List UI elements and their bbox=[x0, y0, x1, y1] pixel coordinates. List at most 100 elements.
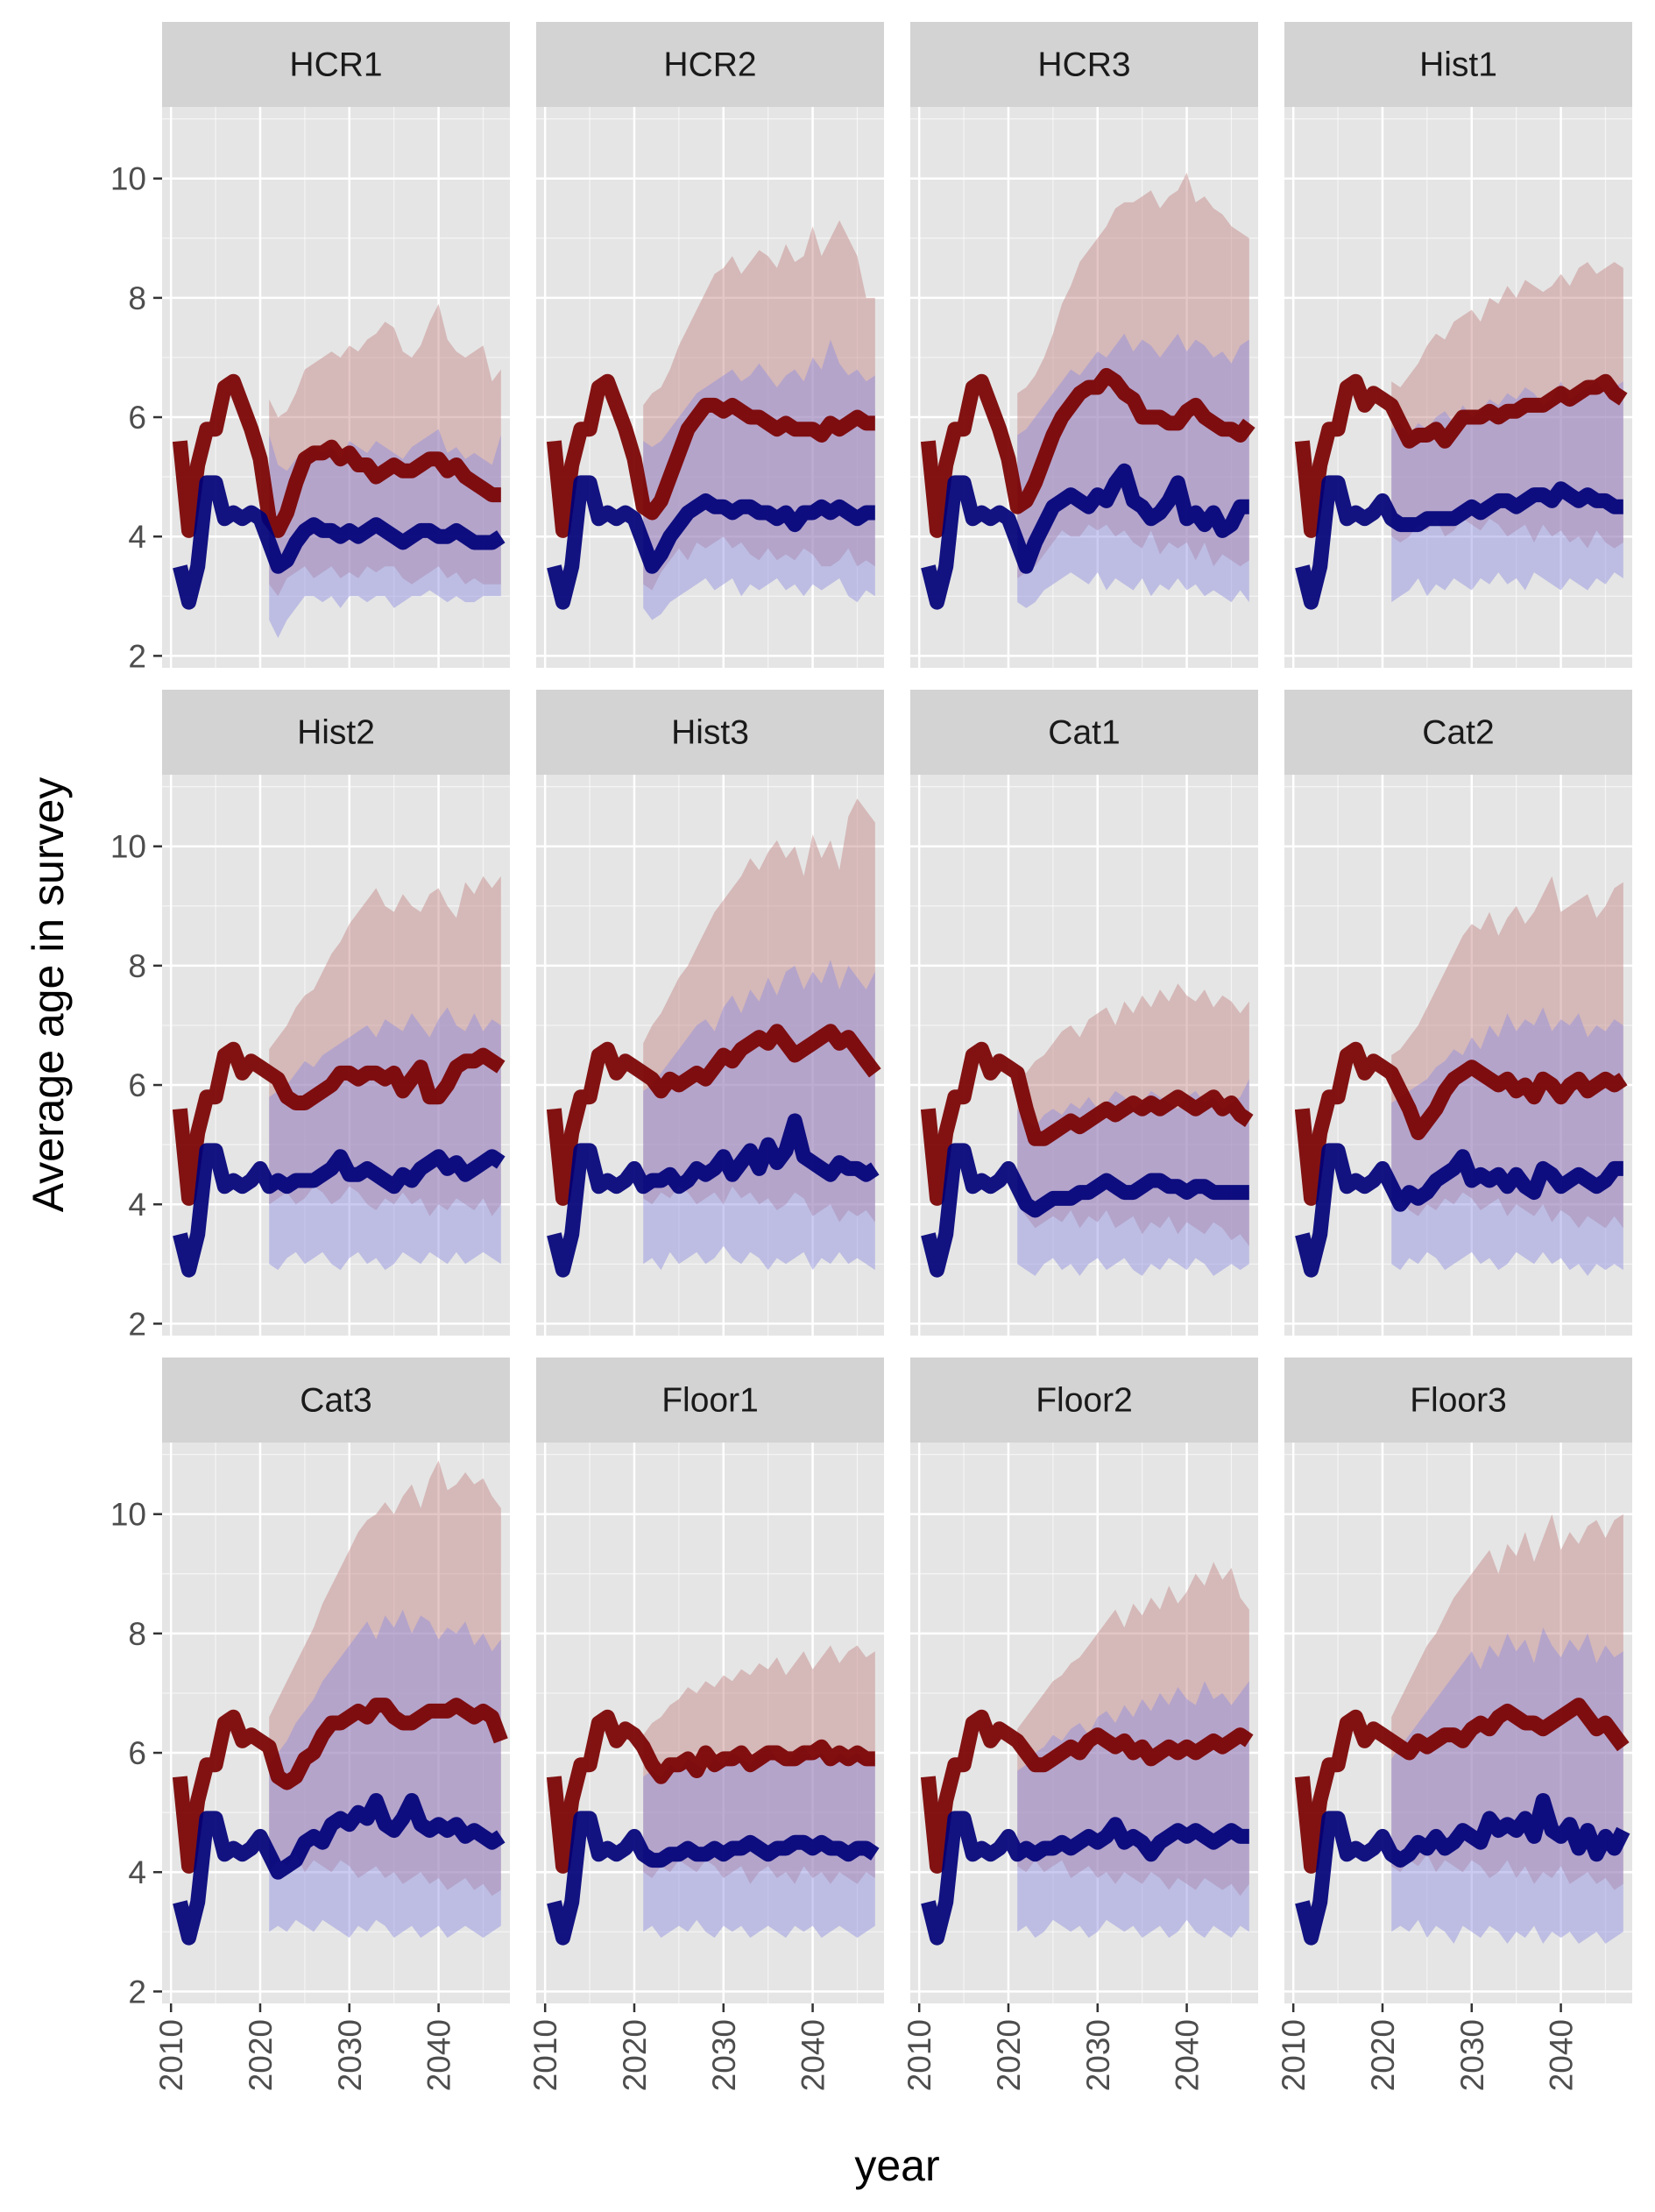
x-tick-label: 2030 bbox=[332, 2019, 368, 2091]
line-series-a bbox=[546, 1709, 875, 1874]
facet-strip bbox=[536, 690, 884, 775]
ribbon-series-a bbox=[643, 798, 875, 1223]
facet-strip bbox=[162, 22, 510, 107]
x-tick-label: 2010 bbox=[153, 2019, 189, 2091]
panel-hcr2: HCR2 bbox=[536, 22, 884, 668]
facet-strip-label: Floor2 bbox=[1036, 1382, 1133, 1420]
panels-layer: HCR1 2 4 6 8 10 HCR2 HCR3 Hist1 Hist2 2 4 6 8 10 Hist3 C… bbox=[110, 22, 1632, 2091]
y-tick-label: 6 bbox=[128, 1735, 146, 1771]
facet-strip-label: Hist2 bbox=[297, 714, 375, 752]
facet-strip bbox=[1284, 22, 1632, 107]
line-series-a bbox=[172, 1041, 506, 1206]
line-series-a bbox=[920, 1709, 1254, 1874]
panel-cat1: Cat1 bbox=[910, 690, 1258, 1336]
x-tick-label: 2020 bbox=[991, 2019, 1027, 2091]
panel-floor1: Floor1 2010 2020 2030 2040 bbox=[527, 1358, 884, 2091]
facet-strip-label: Cat3 bbox=[300, 1382, 371, 1420]
y-tick-label: 10 bbox=[110, 829, 146, 865]
ribbon-series-b bbox=[269, 1007, 501, 1271]
facet-strip bbox=[910, 690, 1258, 775]
panel-floor2: Floor2 2010 2020 2030 2040 bbox=[902, 1358, 1258, 2091]
line-series-b bbox=[547, 1811, 880, 1946]
x-tick-label: 2010 bbox=[902, 2019, 937, 2091]
line-series-a bbox=[546, 373, 875, 538]
panel-cat3: Cat3 2 4 6 8 10 2010 2020 2030 2040 bbox=[110, 1358, 510, 2091]
facet-strip bbox=[536, 1358, 884, 1443]
ribbon-series-a bbox=[1391, 1514, 1623, 1890]
facet-strip bbox=[910, 1358, 1258, 1443]
panel-floor3: Floor3 2010 2020 2030 2040 bbox=[1276, 1358, 1632, 2091]
line-series-a bbox=[172, 1698, 508, 1874]
x-tick-label: 2040 bbox=[421, 2019, 457, 2091]
ribbon-series-a bbox=[269, 876, 501, 1216]
x-tick-label: 2020 bbox=[617, 2019, 653, 2091]
facet-strip-label: Cat1 bbox=[1048, 714, 1120, 752]
line-series-a bbox=[920, 1041, 1254, 1206]
x-tick-label: 2040 bbox=[1544, 2019, 1580, 2091]
y-tick-label: 2 bbox=[128, 1306, 146, 1342]
y-tick-label: 10 bbox=[110, 161, 146, 197]
x-tick-label: 2010 bbox=[527, 2019, 563, 2091]
ribbon-series-a bbox=[1017, 1562, 1249, 1897]
panel-hist2: Hist2 2 4 6 8 10 bbox=[110, 690, 510, 1342]
line-series-a bbox=[172, 373, 501, 538]
facet-strip-label: Floor1 bbox=[661, 1382, 759, 1420]
x-tick-label: 2040 bbox=[1170, 2019, 1206, 2091]
line-series-b bbox=[173, 475, 506, 610]
line-series-b bbox=[1295, 1143, 1623, 1278]
facet-strip bbox=[162, 690, 510, 775]
line-series-b bbox=[1295, 475, 1623, 610]
facet-strip bbox=[162, 1358, 510, 1443]
line-series-b bbox=[173, 1793, 506, 1946]
line-series-b bbox=[1295, 1793, 1630, 1946]
panel-hcr1: HCR1 2 4 6 8 10 bbox=[110, 22, 510, 674]
line-series-b bbox=[921, 463, 1249, 610]
line-series-a bbox=[920, 367, 1255, 538]
y-tick-label: 8 bbox=[128, 1616, 146, 1652]
ribbon-series-a bbox=[269, 1460, 501, 1897]
facet-strip bbox=[536, 22, 884, 107]
line-series-a bbox=[1294, 1698, 1630, 1874]
y-tick-label: 4 bbox=[128, 519, 146, 555]
x-tick-label: 2030 bbox=[1454, 2019, 1490, 2091]
y-tick-label: 2 bbox=[128, 1974, 146, 2010]
facet-strip bbox=[1284, 1358, 1632, 1443]
y-tick-label: 6 bbox=[128, 400, 146, 436]
line-series-a bbox=[546, 1024, 881, 1206]
y-tick-label: 8 bbox=[128, 948, 146, 984]
y-tick-label: 4 bbox=[128, 1854, 146, 1890]
x-tick-label: 2030 bbox=[706, 2019, 742, 2091]
x-tick-label: 2030 bbox=[1080, 2019, 1116, 2091]
panel-hist1: Hist1 bbox=[1284, 22, 1632, 668]
x-tick-label: 2010 bbox=[1276, 2019, 1312, 2091]
facet-strip-label: Floor3 bbox=[1410, 1382, 1507, 1420]
ribbon-series-a bbox=[1391, 876, 1623, 1229]
ribbon-series-a bbox=[1017, 172, 1249, 578]
y-tick-label: 4 bbox=[128, 1187, 146, 1223]
line-series-b bbox=[547, 1113, 880, 1278]
x-tick-label: 2040 bbox=[796, 2019, 831, 2091]
facet-strip-label: HCR1 bbox=[289, 46, 382, 84]
y-tick-label: 8 bbox=[128, 280, 146, 316]
panel-hist3: Hist3 bbox=[536, 690, 884, 1336]
facet-strip-label: Hist3 bbox=[671, 714, 749, 752]
ribbon-series-b bbox=[269, 1609, 501, 1939]
facet-strip-label: Hist1 bbox=[1419, 46, 1497, 84]
line-series-b bbox=[547, 475, 875, 610]
panel-hcr3: HCR3 bbox=[910, 22, 1258, 668]
facet-strip bbox=[910, 22, 1258, 107]
y-axis-title: Average age in survey bbox=[24, 777, 73, 1213]
facet-strip-label: HCR2 bbox=[663, 46, 756, 84]
x-tick-label: 2020 bbox=[1365, 2019, 1401, 2091]
facet-strip bbox=[1284, 690, 1632, 775]
y-tick-label: 2 bbox=[128, 638, 146, 674]
y-tick-label: 6 bbox=[128, 1067, 146, 1103]
y-tick-label: 10 bbox=[110, 1497, 146, 1533]
facet-strip-label: Cat2 bbox=[1422, 714, 1494, 752]
facet-strip-label: HCR3 bbox=[1037, 46, 1130, 84]
line-series-b bbox=[921, 1143, 1249, 1278]
x-axis-title: year bbox=[854, 2141, 939, 2190]
line-series-b bbox=[921, 1811, 1249, 1946]
